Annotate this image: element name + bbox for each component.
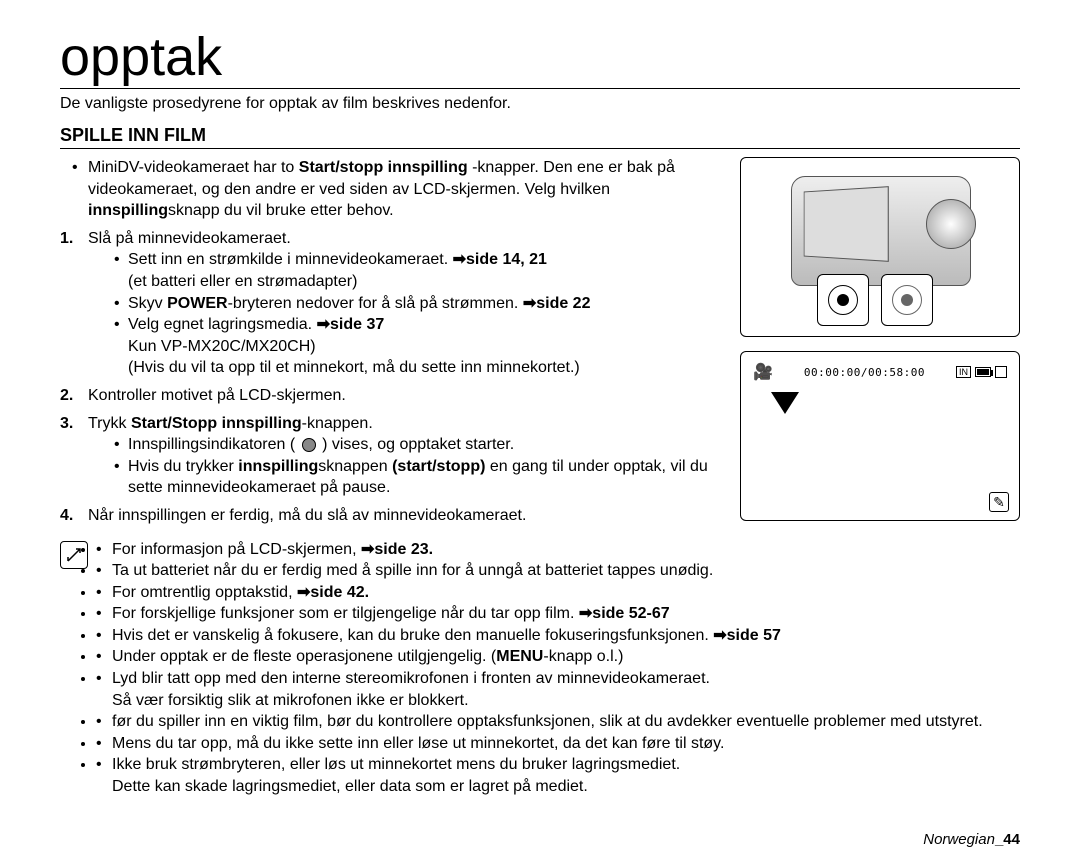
left-column: MiniDV-videokameraet har to Start/stopp … <box>60 157 722 527</box>
step3-sub2: Hvis du trykker innspillingsknappen (sta… <box>88 456 722 499</box>
title-rule <box>60 88 1020 89</box>
note-8: før du spiller inn en viktig film, bør d… <box>96 711 1020 733</box>
edit-icon: ✎ <box>989 492 1009 512</box>
step-4: Når innspillingen er ferdig, må du slå a… <box>60 505 722 527</box>
step1-sub2: Skyv POWER-bryteren nedover for å slå på… <box>88 293 722 315</box>
page-footer: Norwegian_44 <box>923 831 1020 848</box>
card-icon <box>995 366 1007 378</box>
step-2: Kontroller motivet på LCD-skjermen. <box>60 385 722 407</box>
note-3: For omtrentlig opptakstid, ➡side 42. <box>96 582 1020 604</box>
note-9: Mens du tar opp, må du ikke sette inn el… <box>96 733 1020 755</box>
page-title: opptak <box>60 30 1020 84</box>
record-button-side <box>881 274 933 326</box>
play-direction-icon <box>771 392 799 414</box>
step-3: Trykk Start/Stopp innspilling-knappen. I… <box>60 413 722 499</box>
step1-sub3: Velg egnet lagringsmedia. ➡side 37 Kun V… <box>88 314 722 379</box>
lcd-topbar: 🎥 00:00:00/00:58:00 IN <box>753 362 1007 382</box>
camera-lens-icon <box>926 199 976 249</box>
intro-text: De vanligste prosedyrene for opptak av f… <box>60 95 1020 113</box>
camera-body-icon <box>791 176 971 286</box>
notes-list: For informasjon på LCD-skjermen, ➡side 2… <box>96 539 1020 798</box>
note-6: Under opptak er de fleste operasjonene u… <box>96 646 1020 668</box>
note-1: For informasjon på LCD-skjermen, ➡side 2… <box>96 539 1020 561</box>
camera-screen-icon <box>804 186 889 262</box>
step-1: Slå på minnevideokameraet. Sett inn en s… <box>60 228 722 379</box>
note-2: Ta ut batteriet når du er ferdig med å s… <box>96 560 1020 582</box>
note-5: Hvis det er vanskelig å fokusere, kan du… <box>96 625 1020 647</box>
record-dot-icon <box>302 438 316 452</box>
note-4: For forskjellige funksjoner som er tilgj… <box>96 603 1020 625</box>
camera-figure <box>740 157 1020 337</box>
notes-block: For informasjon på LCD-skjermen, ➡side 2… <box>60 539 1020 798</box>
lcd-figure: 🎥 00:00:00/00:58:00 IN ✎ <box>740 351 1020 521</box>
step1-sub1: Sett inn en strømkilde i minnevideokamer… <box>88 249 722 292</box>
note-10: Ikke bruk strømbryteren, eller løs ut mi… <box>96 754 1020 797</box>
battery-icon <box>975 367 991 377</box>
content-row: MiniDV-videokameraet har to Start/stopp … <box>60 157 1020 527</box>
lcd-timecode: 00:00:00/00:58:00 <box>779 366 950 379</box>
note-7: Lyd blir tatt opp med den interne stereo… <box>96 668 1020 711</box>
movie-mode-icon: 🎥 <box>753 362 773 382</box>
step3-sub1: Innspillingsindikatoren ( ) vises, og op… <box>88 434 722 456</box>
storage-in-icon: IN <box>956 366 971 378</box>
right-column: 🎥 00:00:00/00:58:00 IN ✎ <box>740 157 1020 521</box>
intro-bullet: MiniDV-videokameraet har to Start/stopp … <box>60 157 722 222</box>
record-button-rear <box>817 274 869 326</box>
section-heading: SPILLE INN FILM <box>60 125 1020 149</box>
